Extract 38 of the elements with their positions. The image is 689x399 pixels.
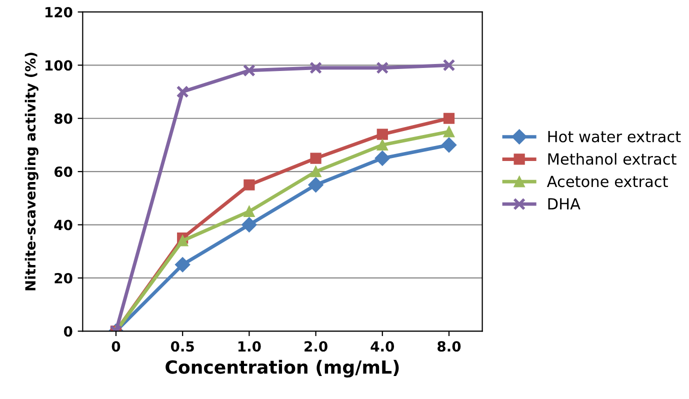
legend-label: Methanol extract (548, 152, 676, 165)
point (175, 257, 190, 272)
point (376, 62, 389, 74)
x-tick-label: 0 (112, 341, 120, 352)
point (308, 177, 324, 192)
legend-label: Acetone extract (546, 176, 668, 188)
x-tick-label: 0.5 (170, 341, 194, 352)
legend-label: DHA (548, 198, 580, 210)
point (441, 137, 457, 153)
y-tick-label: 40 (54, 220, 72, 230)
y-tick-label: 20 (54, 272, 72, 284)
point (374, 150, 390, 166)
legend-label: Hot water extract (548, 131, 681, 142)
point (310, 62, 322, 74)
y-tick-label: 100 (46, 60, 72, 71)
x-tick-label: 2.0 (304, 341, 328, 352)
point (244, 206, 255, 218)
point (242, 217, 257, 232)
x-axis-title: Concentration (mg/mL) (166, 360, 399, 378)
point (443, 112, 455, 124)
point (376, 139, 388, 151)
y-axis-title: Nitrite-scavenging activity (%) (24, 52, 38, 290)
point (442, 58, 456, 72)
point (443, 126, 455, 138)
y-tick-label: 80 (54, 113, 72, 124)
y-tick-label: 60 (54, 166, 72, 178)
point (242, 64, 256, 77)
point (376, 128, 388, 140)
y-tick-label: 120 (46, 6, 72, 18)
point (310, 152, 322, 164)
y-tick-label: 0 (64, 326, 72, 337)
x-tick-label: 4.0 (370, 341, 394, 352)
point (310, 166, 322, 178)
x-tick-label: 8.0 (438, 341, 461, 352)
point (244, 179, 255, 190)
point (176, 86, 189, 98)
point (177, 235, 188, 246)
x-tick-label: 1.0 (238, 341, 261, 352)
